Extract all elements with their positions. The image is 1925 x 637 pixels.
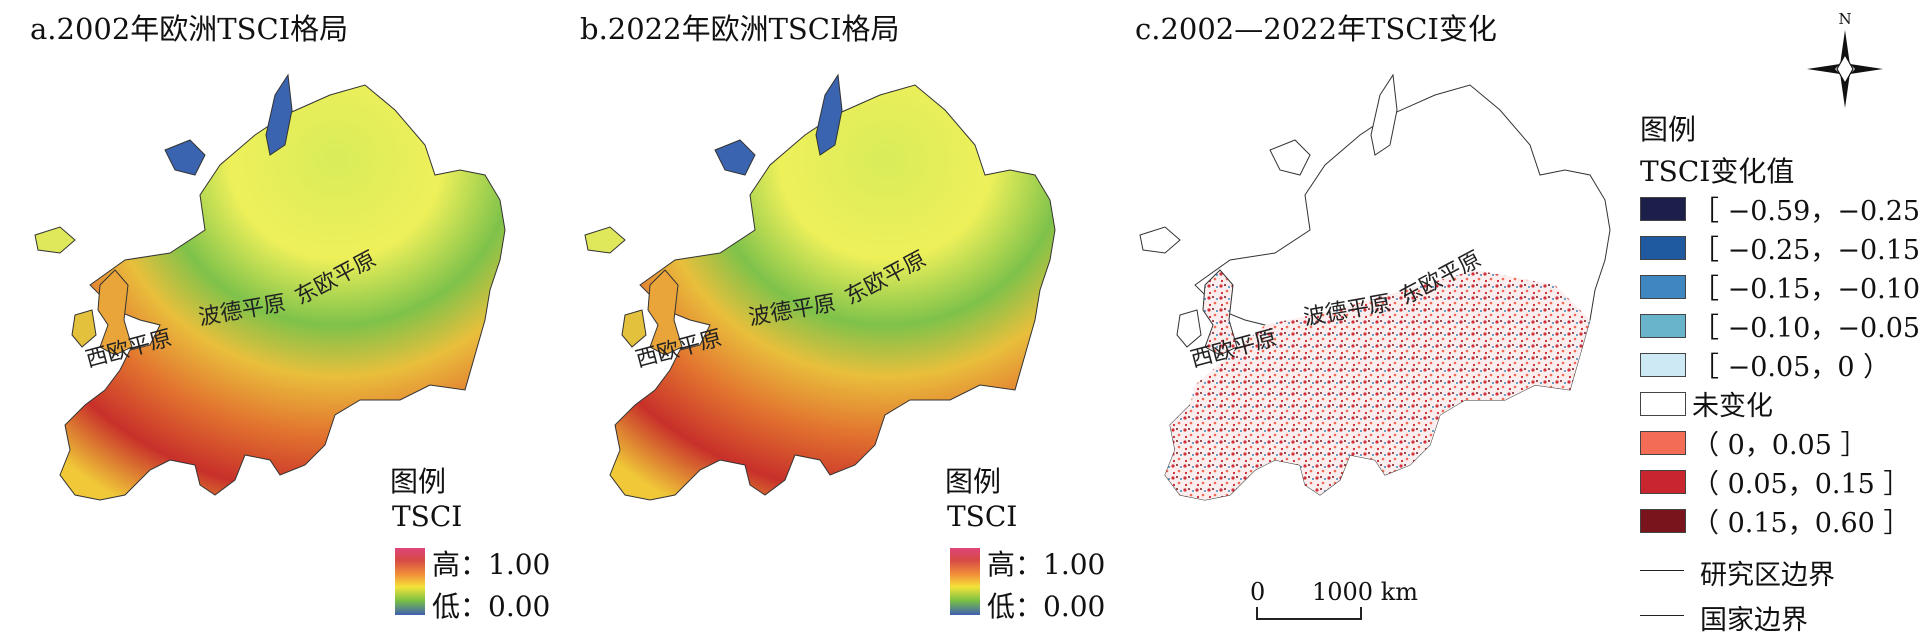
- legend-c-class-label: （ 0.15，0.60 ］: [1692, 508, 1911, 539]
- country-boundary-line: [1640, 615, 1684, 616]
- panel-a-title: a.2002年欧洲TSCI格局: [30, 12, 349, 46]
- panel-b-title: b.2022年欧洲TSCI格局: [580, 12, 900, 46]
- north-arrow-icon: N: [1807, 10, 1883, 108]
- country-boundary-label: 国家边界: [1700, 605, 1808, 636]
- legend-b-high: 高：1.00: [987, 548, 1106, 581]
- scale-zero: 0: [1250, 578, 1266, 606]
- legend-c-class-label: ［ −0.15，−0.10 ）: [1692, 274, 1925, 305]
- legend-c-swatch: [1640, 197, 1686, 221]
- legend-c-class-label: （ 0，0.05 ］: [1692, 430, 1868, 461]
- legend-c-swatch: [1640, 275, 1686, 299]
- legend-c-swatch: [1640, 353, 1686, 377]
- legend-a-sub: TSCI: [392, 500, 463, 533]
- legend-a-high: 高：1.00: [432, 548, 551, 581]
- legend-c-swatch: [1640, 470, 1686, 494]
- north-label: N: [1838, 10, 1851, 28]
- legend-c-swatch: [1640, 431, 1686, 455]
- legend-c-class-label: ［ −0.59，−0.25 ）: [1692, 196, 1925, 227]
- legend-c-class-label: ［ −0.10，−0.05 ）: [1692, 313, 1925, 344]
- legend-c-swatch: [1640, 392, 1686, 416]
- legend-b-sub: TSCI: [947, 500, 1018, 533]
- study-boundary-label: 研究区边界: [1700, 560, 1835, 591]
- legend-c-sub: TSCI变化值: [1640, 155, 1795, 188]
- legend-c-swatch: [1640, 509, 1686, 533]
- study-boundary-line: [1640, 570, 1684, 571]
- legend-c-class-label: ［ −0.05，0 ）: [1692, 352, 1891, 383]
- panel-a-map: 东欧平原 波德平原 西欧平原: [34, 74, 506, 501]
- legend-c-class-label: ［ −0.25，−0.15 ）: [1692, 235, 1925, 266]
- legend-a-gradient: [395, 548, 425, 615]
- legend-c-title: 图例: [1640, 113, 1697, 146]
- legend-b-title: 图例: [945, 465, 1002, 498]
- panel-c-title: c.2002—2022年TSCI变化: [1135, 12, 1497, 46]
- legend-a-low: 低：0.00: [432, 590, 551, 623]
- legend-b-low: 低：0.00: [987, 590, 1106, 623]
- legend-c-class-label: （ 0.05，0.15 ］: [1692, 469, 1911, 500]
- scale-dist: 1000 km: [1312, 578, 1419, 606]
- legend-c-swatch: [1640, 236, 1686, 260]
- legend-c-swatch: [1640, 314, 1686, 338]
- legend-b-gradient: [950, 548, 980, 615]
- scale-bar: [1256, 607, 1362, 620]
- legend-c-class-label: 未变化: [1692, 391, 1773, 422]
- legend-a-title: 图例: [390, 465, 447, 498]
- panel-c-map: 东欧平原 波德平原 西欧平原: [1139, 74, 1611, 501]
- panel-b-map: 东欧平原 波德平原 西欧平原: [584, 74, 1056, 501]
